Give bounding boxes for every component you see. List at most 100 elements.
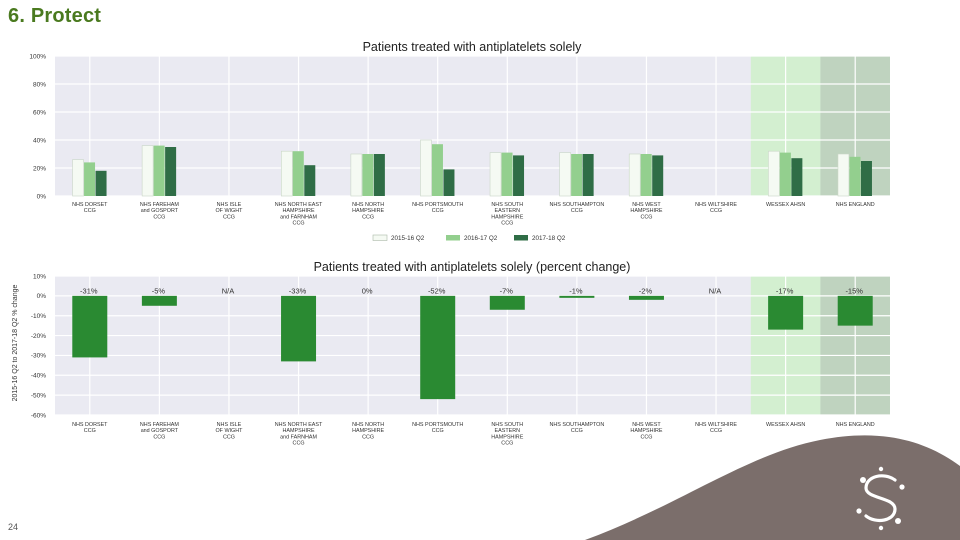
slide-title: 6. Protect [8,5,102,27]
category-label: NHS WILTSHIRE CCG [695,202,737,214]
bar [165,147,177,196]
category-label-line: CCG [362,434,374,440]
legend-label: 2015-16 Q2 [391,235,425,242]
category-label-line: CCG [84,208,96,214]
category-label-line: CCG [293,441,305,447]
category-label: NHS DORSET CCG [72,202,108,214]
bar [443,169,455,196]
category-label-line: NHS DORSET [72,422,108,428]
bar [141,295,177,306]
bar [292,151,304,196]
category-label-line: CCG [293,221,305,227]
data-label: -17% [776,286,794,295]
category-label-line: WESSEX AHSN [766,422,805,428]
category-label-line: CCG [223,434,235,440]
bar [571,154,583,196]
data-label: 0% [362,286,373,295]
bar [281,295,317,362]
y-tick-label: 10% [33,273,46,280]
category-label: NHS DORSET CCG [72,422,108,434]
category-label-line: NHS WILTSHIRE [695,202,737,208]
category-label-line: HAMPSHIRE [630,428,662,434]
category-label-line: CCG [571,208,583,214]
category-label: NHS SOUTH EASTERN HAMPSHIRE CCG [491,422,523,447]
category-label-line: WESSEX AHSN [766,202,805,208]
category-label-line: CCG [362,214,374,220]
category-label-line: and GOSPORT [141,208,179,214]
category-label-line: OF WIGHT [215,428,243,434]
category-label: NHS PORTSMOUTH CCG [412,422,463,434]
category-label-line: CCG [710,428,722,434]
bar [420,139,432,197]
category-label-line: HAMPSHIRE [352,428,384,434]
y-tick-label: -30% [31,353,46,360]
category-label: NHS WEST HAMPSHIRE CCG [630,422,662,440]
category-label: NHS NORTH HAMPSHIRE CCG [352,422,384,440]
category-label-line: and FARNHAM [280,434,317,440]
bar [72,159,84,197]
bar [95,170,107,196]
category-label-line: NHS WEST [632,202,661,208]
category-label-line: NHS PORTSMOUTH [412,202,463,208]
category-label-line: NHS SOUTHAMPTON [550,422,605,428]
category-label: NHS FAREHAM and GOSPORT CCG [140,422,179,440]
data-label: N/A [222,286,235,295]
bar [431,144,443,196]
bar [304,165,316,196]
legend-swatch [514,235,528,241]
bar [628,153,641,197]
bar [420,295,456,400]
category-label-line: NHS FAREHAM [140,202,179,208]
bar [791,158,803,196]
y-tick-label: -20% [31,333,46,340]
category-label: NHS SOUTH EASTERN HAMPSHIRE CCG [491,202,523,227]
category-label-line: HAMPSHIRE [491,434,523,440]
category-label: NHS PORTSMOUTH CCG [412,202,463,214]
category-label: NHS ISLE OF WIGHT CCG [215,202,243,220]
category-label-line: NHS FAREHAM [140,422,179,428]
bar [768,150,780,197]
data-label: -1% [569,286,583,295]
category-label-line: CCG [710,208,722,214]
y-tick-label: -40% [31,373,46,380]
category-label-line: NHS WILTSHIRE [695,422,737,428]
data-label: -31% [80,286,98,295]
category-label-line: NHS NORTH EAST [275,202,323,208]
bar [141,145,154,197]
bar [489,152,502,197]
category-label-line: NHS SOUTH [491,202,523,208]
data-label: -7% [500,286,514,295]
category-label: NHS ENGLAND [836,202,875,208]
category-label-line: CCG [501,221,513,227]
category-label: NHS ENGLAND [836,422,875,428]
bar [362,154,374,196]
data-label: N/A [709,286,722,295]
legend-swatch [372,234,388,241]
bar [582,154,594,196]
category-label-line: CCG [153,214,165,220]
bar [350,153,363,197]
category-label-line: CCG [432,428,444,434]
category-label-line: CCG [153,434,165,440]
bar [280,150,293,197]
y-tick-label: -10% [31,313,46,320]
category-label-line: EASTERN [495,208,521,214]
bar [513,155,525,196]
category-label-line: CCG [640,214,652,220]
category-label-line: HAMPSHIRE [283,428,315,434]
chart-title: Patients treated with antiplatelets sole… [314,260,631,274]
corner-decoration [585,435,960,540]
data-label: -15% [845,286,863,295]
y-tick-label: 0% [37,193,47,200]
bar [373,154,385,196]
y-tick-label: 0% [37,293,47,300]
category-label-line: HAMPSHIRE [630,208,662,214]
category-label-line: CCG [640,434,652,440]
bar [153,145,165,196]
category-label-line: NHS SOUTHAMPTON [550,202,605,208]
category-label-line: OF WIGHT [215,208,243,214]
data-label: -33% [289,286,307,295]
category-label-line: and GOSPORT [141,428,179,434]
category-label-line: CCG [223,214,235,220]
